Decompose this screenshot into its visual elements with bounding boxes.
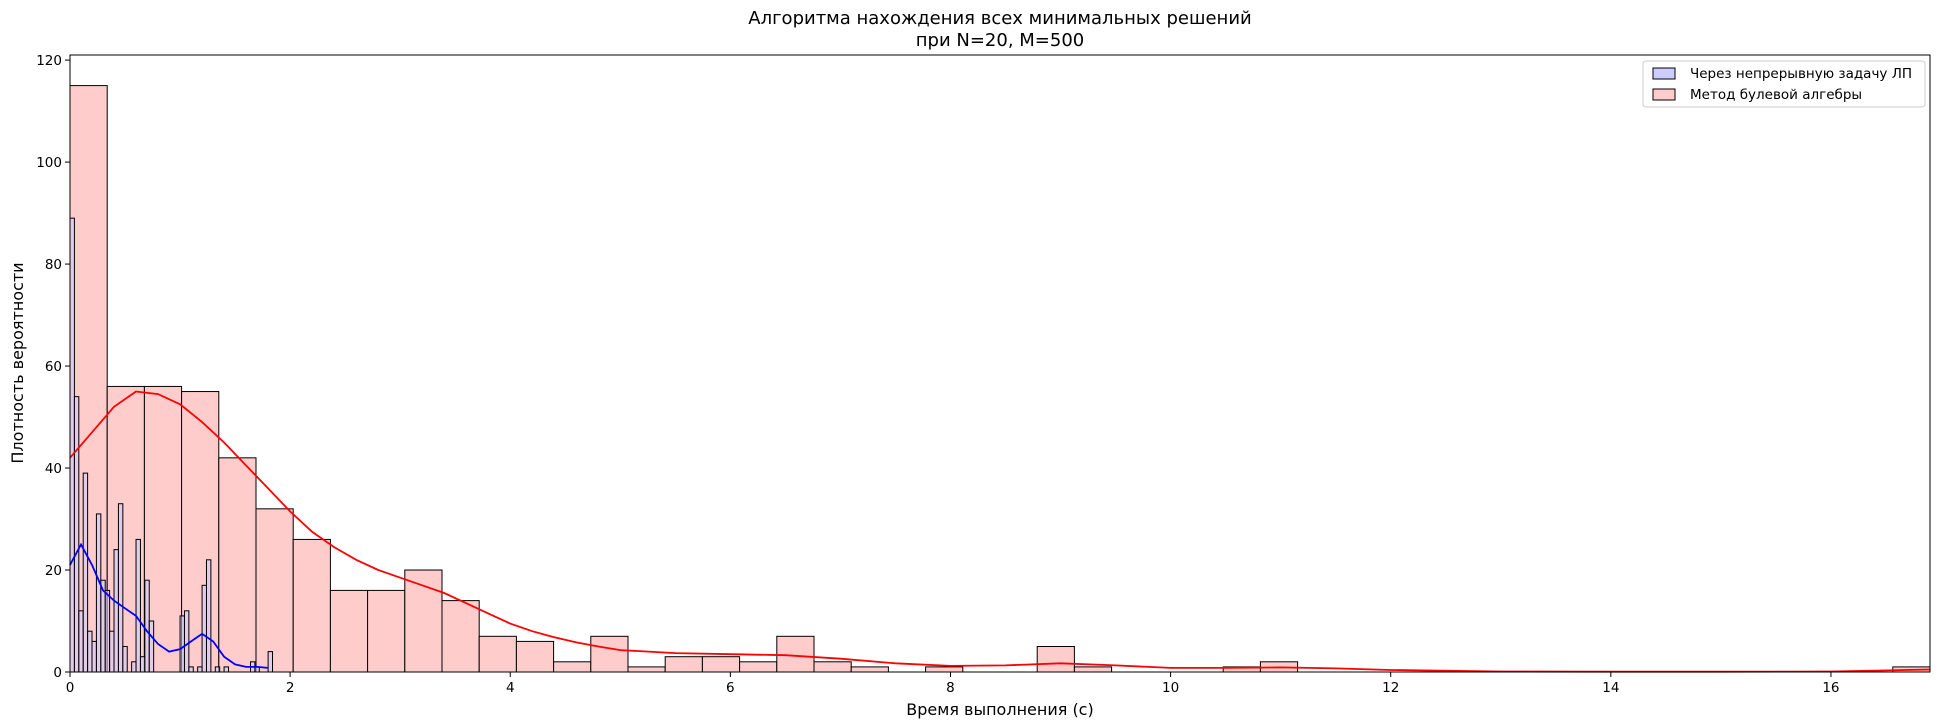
boolean-algebra-bar <box>367 589 406 673</box>
legend: Через непрерывную задачу ЛП Метод булево… <box>1642 60 1926 108</box>
x-axis-ticks: 0 2 4 6 8 10 12 14 16 <box>66 672 1840 696</box>
boolean-algebra-bar <box>1073 666 1113 673</box>
boolean-algebra-bar <box>776 635 815 673</box>
x-tick-label: 2 <box>286 680 295 696</box>
x-tick-label: 0 <box>66 680 75 696</box>
legend-swatch-lp <box>1652 67 1676 80</box>
y-axis-label: Плотность вероятности <box>8 262 27 463</box>
boolean-algebra-bar <box>441 600 480 673</box>
boolean-algebra-bar <box>627 666 666 673</box>
lp-bar <box>69 217 75 673</box>
plot-frame <box>69 54 1931 673</box>
x-axis-label: Время выполнения (с) <box>906 700 1093 719</box>
boolean-algebra-bar <box>515 640 555 673</box>
lp-bar <box>205 559 212 673</box>
y-tick-label: 120 <box>36 53 62 69</box>
lp-bar <box>188 666 194 673</box>
lp-bar <box>139 656 146 673</box>
legend-label-boolean-algebra: Метод булевой алгебры <box>1690 87 1862 103</box>
lp-bar <box>87 630 93 673</box>
lp-bar <box>91 640 97 673</box>
chart-title-line2: при N=20, M=500 <box>916 30 1084 51</box>
boolean-algebra-bar <box>925 666 964 673</box>
y-tick-label: 80 <box>45 257 62 273</box>
legend-swatch-boolean-algebra <box>1652 88 1676 101</box>
lp-bar <box>183 610 190 673</box>
boolean-algebra-bar <box>701 656 741 673</box>
y-tick-label: 20 <box>45 563 62 579</box>
lp-bar <box>104 589 111 673</box>
boolean-algebra-bar <box>664 656 703 673</box>
boolean-algebra-bar <box>218 457 257 673</box>
lp-bar <box>214 666 221 673</box>
lp-bar <box>179 615 185 673</box>
lp-bar <box>113 549 119 673</box>
boolean-algebra-bar <box>813 661 852 673</box>
boolean-algebra-bar <box>478 635 517 673</box>
x-tick-label: 10 <box>1162 680 1179 696</box>
y-axis-ticks: 0 20 40 60 80 100 120 <box>36 53 70 681</box>
y-tick-label: 100 <box>36 155 62 171</box>
x-tick-label: 14 <box>1602 680 1619 696</box>
lp-bar <box>201 584 207 673</box>
lp-bar <box>223 666 229 673</box>
x-tick-label: 8 <box>946 680 955 696</box>
lp-bar <box>100 579 106 673</box>
y-tick-label: 40 <box>45 461 62 477</box>
lp-bar <box>73 396 80 673</box>
x-tick-label: 4 <box>506 680 515 696</box>
lp-bar <box>95 513 102 673</box>
boolean-algebra-bar <box>850 666 889 673</box>
chart-title-line1: Алгоритма нахождения всех минимальных ре… <box>748 8 1251 29</box>
lp-bar <box>82 472 89 673</box>
series-lp-bars <box>69 217 274 673</box>
boolean-algebra-bar <box>1036 646 1075 673</box>
boolean-algebra-bar <box>255 508 294 673</box>
legend-label-lp: Через непрерывную задачу ЛП <box>1690 66 1912 82</box>
lp-bar <box>267 651 274 673</box>
boolean-algebra-bar <box>292 538 331 673</box>
lp-bar <box>117 503 124 673</box>
boolean-algebra-bar <box>329 589 369 673</box>
legend-box <box>1642 60 1926 108</box>
lp-bar <box>135 538 141 673</box>
y-tick-label: 0 <box>53 665 62 681</box>
boolean-algebra-bar <box>739 661 778 673</box>
lp-bar <box>78 610 84 673</box>
series-boolean-algebra-bars <box>69 85 1931 673</box>
lp-bar <box>148 620 155 673</box>
series-lp-kde-line <box>69 542 269 669</box>
x-tick-label: 6 <box>726 680 735 696</box>
series-boolean-algebra-kde-line <box>69 390 1931 673</box>
x-tick-label: 16 <box>1822 680 1839 696</box>
x-tick-label: 12 <box>1382 680 1399 696</box>
boolean-algebra-bar <box>553 661 592 673</box>
lp-bar <box>109 630 115 673</box>
boolean-algebra-bar <box>590 635 629 673</box>
lp-bar <box>131 661 137 673</box>
lp-bar <box>122 646 128 673</box>
y-tick-label: 60 <box>45 359 62 375</box>
lp-bar <box>197 666 203 673</box>
lp-bar <box>144 579 150 673</box>
